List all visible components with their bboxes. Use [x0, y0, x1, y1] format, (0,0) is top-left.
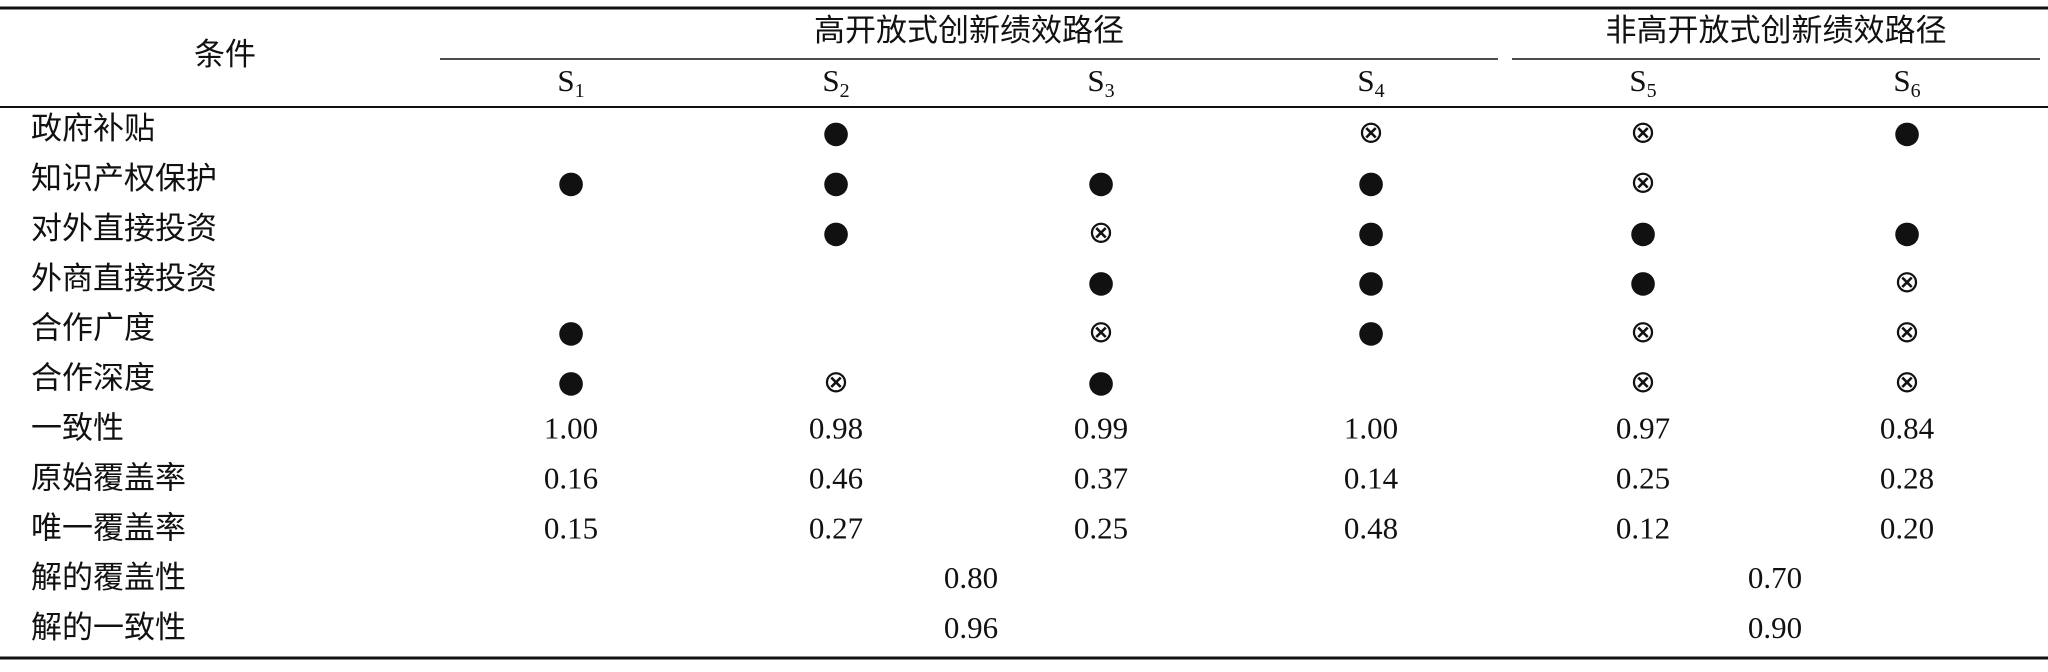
- row-label: 政府补贴: [31, 111, 155, 146]
- column-header: S3: [1087, 63, 1114, 101]
- column-header: S4: [1357, 63, 1384, 101]
- row-label: 解的覆盖性: [31, 560, 186, 595]
- column-sub: 6: [1911, 80, 1921, 102]
- peripheral-condition: ⊗: [1894, 314, 1920, 350]
- core-condition: ●: [822, 164, 849, 200]
- column-base: S: [1357, 63, 1374, 98]
- peripheral-condition: ⊗: [1630, 115, 1656, 151]
- column-sub: 4: [1375, 80, 1385, 102]
- summary-value: 0.96: [944, 610, 998, 645]
- cell-value: 0.15: [544, 510, 598, 545]
- column-header: S5: [1629, 63, 1656, 101]
- cell-value: 0.16: [544, 460, 598, 495]
- cell-value: 0.28: [1880, 460, 1934, 495]
- row-label: 一致性: [31, 411, 124, 446]
- cell-value: 0.25: [1616, 460, 1670, 495]
- core-condition: ●: [557, 314, 584, 350]
- row-label: 解的一致性: [31, 610, 186, 645]
- summary-value: 0.70: [1748, 560, 1802, 595]
- core-condition: ⊗: [1088, 314, 1114, 350]
- peripheral-condition: ⊗: [1630, 314, 1656, 350]
- core-condition: ●: [1087, 164, 1114, 200]
- peripheral-condition: ●: [1893, 115, 1920, 151]
- column-base: S: [822, 63, 839, 98]
- group-header: 高开放式创新绩效路径: [814, 13, 1124, 48]
- column-header: S6: [1893, 63, 1920, 101]
- core-condition: ⊗: [1630, 164, 1656, 200]
- column-base: S: [1629, 63, 1646, 98]
- peripheral-condition: ●: [1087, 364, 1114, 400]
- peripheral-condition: ⊗: [1088, 214, 1114, 250]
- cell-value: 0.12: [1616, 510, 1670, 545]
- column-sub: 3: [1105, 80, 1115, 102]
- cell-value: 1.00: [1344, 411, 1398, 446]
- row-label: 唯一覆盖率: [31, 510, 186, 545]
- cell-value: 0.46: [809, 460, 863, 495]
- cell-value: 0.20: [1880, 510, 1934, 545]
- column-sub: 2: [840, 80, 850, 102]
- stub-header: 条件: [194, 37, 256, 72]
- row-label: 对外直接投资: [31, 211, 217, 246]
- row-label: 合作广度: [31, 311, 155, 346]
- cell-value: 0.14: [1344, 460, 1399, 495]
- cell-value: 0.37: [1074, 460, 1128, 495]
- cell-value: 0.25: [1074, 510, 1128, 545]
- column-base: S: [557, 63, 574, 98]
- row-label: 原始覆盖率: [31, 460, 186, 495]
- cell-value: 0.99: [1074, 411, 1128, 446]
- cell-value: 0.97: [1616, 411, 1670, 446]
- peripheral-condition: ⊗: [1894, 364, 1920, 400]
- cell-value: 0.98: [809, 411, 863, 446]
- peripheral-condition: ●: [557, 364, 584, 400]
- core-condition: ●: [1357, 314, 1384, 350]
- cell-value: 1.00: [544, 411, 598, 446]
- column-header: S1: [557, 63, 584, 101]
- cell-value: 0.27: [809, 510, 863, 545]
- peripheral-condition: ⊗: [823, 364, 849, 400]
- column-sub: 1: [575, 80, 585, 102]
- cell-value: 0.48: [1344, 510, 1398, 545]
- peripheral-condition: ●: [1087, 264, 1114, 300]
- peripheral-condition: ●: [1357, 214, 1384, 250]
- summary-value: 0.90: [1748, 610, 1802, 645]
- peripheral-condition: ⊗: [1894, 264, 1920, 300]
- peripheral-condition: ●: [1629, 214, 1656, 250]
- column-sub: 5: [1647, 80, 1657, 102]
- core-condition: ●: [557, 164, 584, 200]
- core-condition: ●: [1357, 164, 1384, 200]
- column-base: S: [1893, 63, 1910, 98]
- row-label: 外商直接投资: [31, 261, 217, 296]
- peripheral-condition: ⊗: [1358, 115, 1384, 151]
- column-header: S2: [822, 63, 849, 101]
- summary-value: 0.80: [944, 560, 998, 595]
- row-label: 合作深度: [31, 361, 155, 396]
- row-label: 知识产权保护: [31, 161, 217, 196]
- column-base: S: [1087, 63, 1104, 98]
- peripheral-condition: ●: [1893, 214, 1920, 250]
- peripheral-condition: ●: [822, 115, 849, 151]
- cell-value: 0.84: [1880, 411, 1935, 446]
- peripheral-condition: ●: [1629, 264, 1656, 300]
- peripheral-condition: ⊗: [1630, 364, 1656, 400]
- peripheral-condition: ●: [822, 214, 849, 250]
- group-header: 非高开放式创新绩效路径: [1606, 13, 1947, 48]
- peripheral-condition: ●: [1357, 264, 1384, 300]
